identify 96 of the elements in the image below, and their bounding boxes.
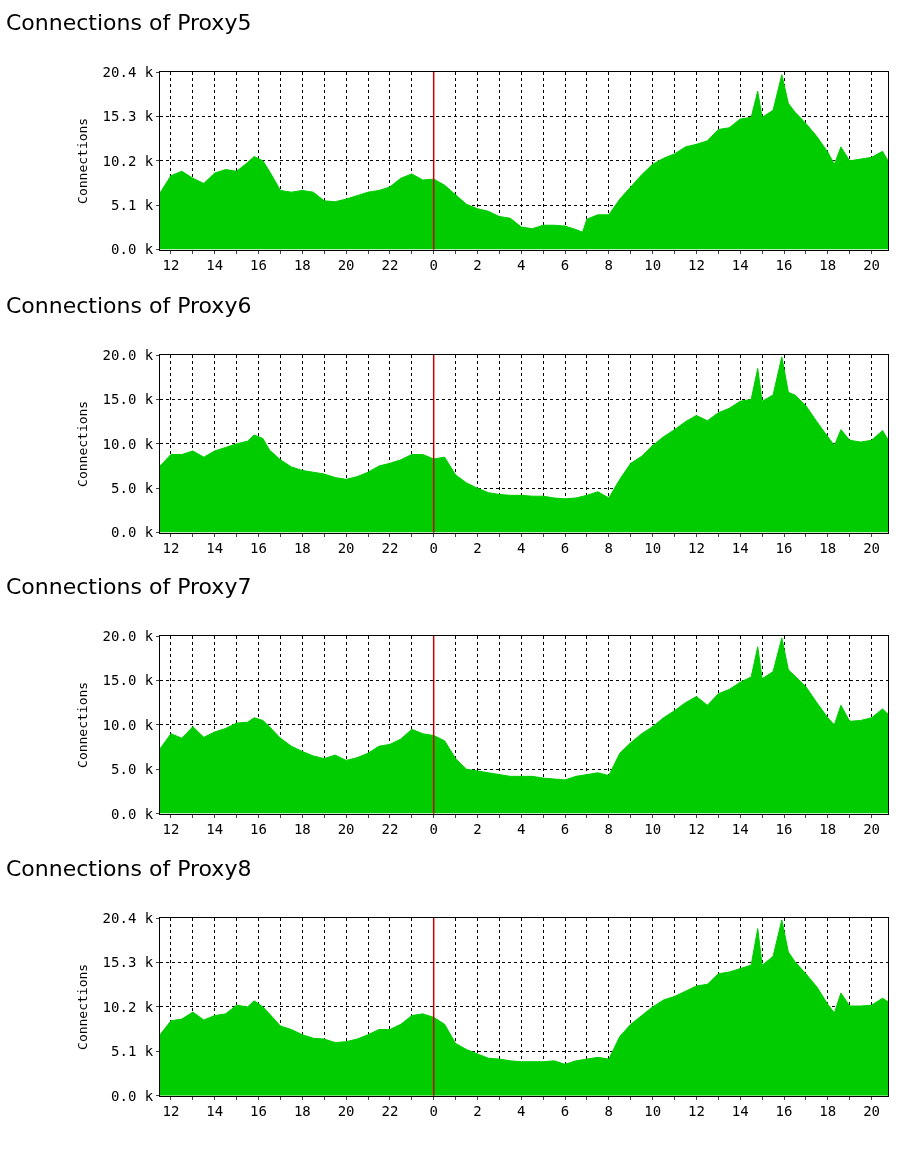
x-tick-label: 10 xyxy=(644,1103,662,1120)
y-tick-label: 20.0 k xyxy=(102,628,154,645)
x-tick-label: 12 xyxy=(687,821,705,838)
x-tick-label: 16 xyxy=(250,821,267,838)
x-tick-label: 0 xyxy=(429,257,438,274)
x-tick-label: 18 xyxy=(819,821,837,838)
x-tick-label: 20 xyxy=(863,1103,881,1120)
y-tick-label: 10.2 k xyxy=(102,152,154,169)
x-tick-label: 14 xyxy=(731,1103,749,1120)
x-tick-label: 2 xyxy=(473,540,482,557)
x-tick-label: 18 xyxy=(293,821,311,838)
x-tick-label: 16 xyxy=(775,821,793,838)
chart-title: Connections of Proxy5 xyxy=(6,10,252,35)
y-tick-label: 0.0 k xyxy=(111,805,154,822)
x-tick-label: 10 xyxy=(644,540,662,557)
x-tick-label: 22 xyxy=(381,257,399,274)
x-tick-label: 22 xyxy=(381,821,399,838)
y-tick-label: 15.0 k xyxy=(102,391,154,408)
y-tick-label: 0.0 k xyxy=(111,1087,154,1104)
x-tick-label: 18 xyxy=(819,1103,837,1120)
x-tick-label: 20 xyxy=(863,257,881,274)
x-tick-label: 16 xyxy=(775,1103,793,1120)
x-tick-label: 12 xyxy=(162,821,180,838)
x-tick-label: 2 xyxy=(473,1103,482,1120)
x-tick-label: 16 xyxy=(250,257,267,274)
x-tick-label: 16 xyxy=(250,1103,267,1120)
x-tick-label: 12 xyxy=(162,257,180,274)
y-tick-label: 15.3 k xyxy=(102,954,154,971)
x-tick-label: 12 xyxy=(162,1103,180,1120)
x-tick-label: 10 xyxy=(644,821,662,838)
y-tick-label: 0.0 k xyxy=(111,241,154,258)
x-tick-label: 20 xyxy=(337,1103,355,1120)
x-tick-label: 18 xyxy=(293,1103,311,1120)
x-tick-label: 18 xyxy=(819,257,837,274)
y-tick-label: 20.4 k xyxy=(102,63,154,80)
x-tick-label: 8 xyxy=(604,821,614,838)
x-tick-label: 22 xyxy=(381,1103,399,1120)
x-tick-label: 14 xyxy=(206,1103,224,1120)
x-tick-label: 12 xyxy=(687,257,705,274)
x-tick-label: 2 xyxy=(473,821,482,838)
y-tick-label: 20.4 k xyxy=(102,910,154,927)
x-tick-label: 22 xyxy=(381,540,399,557)
x-tick-label: 20 xyxy=(337,257,355,274)
x-tick-label: 20 xyxy=(863,821,881,838)
x-tick-label: 16 xyxy=(250,540,267,557)
x-tick-label: 14 xyxy=(731,821,749,838)
x-tick-label: 6 xyxy=(560,257,570,274)
x-tick-label: 14 xyxy=(206,257,224,274)
x-tick-label: 12 xyxy=(687,540,705,557)
y-tick-label: 10.2 k xyxy=(102,998,154,1015)
y-tick-label: 20.0 k xyxy=(102,347,154,363)
chart-title: Connections of Proxy7 xyxy=(6,574,252,599)
x-tick-label: 6 xyxy=(560,540,570,557)
x-tick-label: 18 xyxy=(293,540,311,557)
y-tick-label: 5.1 k xyxy=(111,197,154,214)
y-tick-label: 0.0 k xyxy=(111,524,154,541)
x-tick-label: 20 xyxy=(337,821,355,838)
x-tick-label: 6 xyxy=(560,1103,570,1120)
y-axis-title: Connections xyxy=(74,117,90,204)
x-tick-label: 12 xyxy=(687,1103,705,1120)
x-tick-label: 16 xyxy=(775,540,793,557)
x-tick-label: 8 xyxy=(604,540,614,557)
y-axis-title: Connections xyxy=(74,963,90,1050)
x-tick-label: 20 xyxy=(337,540,355,557)
y-tick-label: 10.0 k xyxy=(102,435,154,452)
x-tick-label: 14 xyxy=(731,257,749,274)
x-tick-label: 18 xyxy=(819,540,837,557)
x-tick-label: 0 xyxy=(429,821,438,838)
y-tick-label: 15.3 k xyxy=(102,108,154,125)
x-tick-label: 8 xyxy=(604,257,614,274)
x-tick-label: 18 xyxy=(293,257,311,274)
chart-title: Connections of Proxy8 xyxy=(6,856,252,881)
x-tick-label: 12 xyxy=(162,540,180,557)
x-tick-label: 0 xyxy=(429,540,438,557)
y-tick-label: 5.0 k xyxy=(111,480,154,497)
x-tick-label: 14 xyxy=(206,821,224,838)
x-tick-label: 4 xyxy=(517,540,526,557)
y-tick-label: 15.0 k xyxy=(102,672,154,689)
x-tick-label: 4 xyxy=(517,1103,526,1120)
y-axis-title: Connections xyxy=(74,681,90,768)
x-tick-label: 14 xyxy=(731,540,749,557)
x-tick-label: 8 xyxy=(604,1103,614,1120)
x-tick-label: 4 xyxy=(517,257,526,274)
x-tick-label: 14 xyxy=(206,540,224,557)
x-tick-label: 2 xyxy=(473,257,482,274)
x-tick-label: 16 xyxy=(775,257,793,274)
y-tick-label: 5.0 k xyxy=(111,761,154,778)
x-tick-label: 4 xyxy=(517,821,526,838)
y-tick-label: 10.0 k xyxy=(102,716,154,733)
y-tick-label: 5.1 k xyxy=(111,1043,154,1060)
x-tick-label: 0 xyxy=(429,1103,438,1120)
chart-title: Connections of Proxy6 xyxy=(6,293,252,318)
y-axis-title: Connections xyxy=(74,400,90,487)
x-tick-label: 20 xyxy=(863,540,881,557)
x-tick-label: 10 xyxy=(644,257,662,274)
x-tick-label: 6 xyxy=(560,821,570,838)
